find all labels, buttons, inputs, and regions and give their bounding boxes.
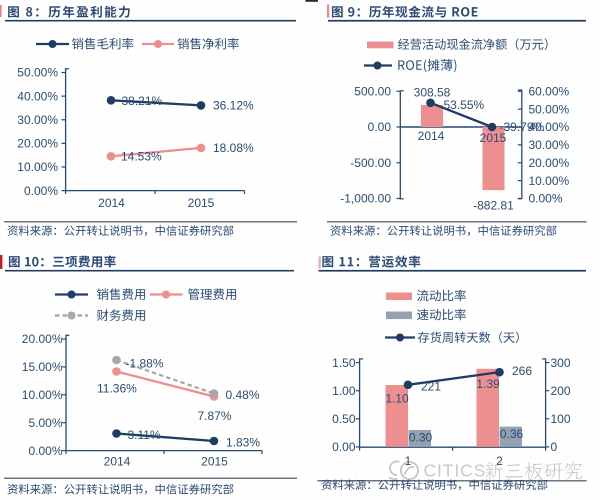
svg-text:10.00%: 10.00% xyxy=(17,160,58,174)
svg-text:200: 200 xyxy=(551,384,571,398)
svg-text:2014: 2014 xyxy=(98,196,125,210)
svg-text:0.00%: 0.00% xyxy=(28,444,62,458)
svg-text:1.39: 1.39 xyxy=(476,377,500,391)
svg-text:30.00%: 30.00% xyxy=(17,113,58,127)
svg-text:2015: 2015 xyxy=(188,196,215,210)
svg-text:60.00%: 60.00% xyxy=(529,84,570,98)
svg-text:50.00%: 50.00% xyxy=(17,66,58,80)
svg-text:7.87%: 7.87% xyxy=(198,409,232,423)
svg-text:0: 0 xyxy=(551,440,558,454)
svg-text:1.10: 1.10 xyxy=(385,392,409,406)
svg-text:500.00: 500.00 xyxy=(354,84,391,98)
svg-text:2014: 2014 xyxy=(104,454,131,468)
svg-text:0.50: 0.50 xyxy=(332,412,356,426)
svg-text:20.00%: 20.00% xyxy=(529,156,570,170)
svg-text:CITICS: CITICS xyxy=(424,461,487,481)
svg-text:2: 2 xyxy=(496,454,503,468)
svg-text:-500.00: -500.00 xyxy=(350,156,391,170)
svg-text:3.11%: 3.11% xyxy=(128,428,161,442)
svg-text:2015: 2015 xyxy=(201,454,228,468)
svg-text:308.58: 308.58 xyxy=(414,85,451,99)
svg-text:1.83%: 1.83% xyxy=(226,436,260,450)
svg-text:0.00: 0.00 xyxy=(332,440,356,454)
svg-text:1: 1 xyxy=(405,454,412,468)
svg-text:0.00: 0.00 xyxy=(368,120,392,134)
svg-text:1.00: 1.00 xyxy=(332,384,356,398)
svg-text:266: 266 xyxy=(512,364,532,378)
svg-text:18.08%: 18.08% xyxy=(213,141,254,155)
svg-text:0.00%: 0.00% xyxy=(24,184,58,198)
svg-text:53.55%: 53.55% xyxy=(444,98,485,112)
svg-text:0.30: 0.30 xyxy=(409,431,433,445)
svg-text:15.00%: 15.00% xyxy=(22,360,63,374)
svg-text:5.00%: 5.00% xyxy=(28,416,62,430)
svg-text:-1,000.00: -1,000.00 xyxy=(340,192,391,206)
svg-text:1.50: 1.50 xyxy=(332,356,356,370)
svg-text:40.00%: 40.00% xyxy=(529,120,570,134)
svg-text:0.48%: 0.48% xyxy=(226,388,260,402)
svg-text:2014: 2014 xyxy=(418,129,445,143)
svg-text:40.00%: 40.00% xyxy=(17,89,58,103)
svg-text:10.00%: 10.00% xyxy=(22,388,63,402)
svg-text:10.00%: 10.00% xyxy=(529,174,570,188)
svg-text:38.21%: 38.21% xyxy=(122,94,163,108)
svg-text:0.36: 0.36 xyxy=(500,427,524,441)
svg-text:50.00%: 50.00% xyxy=(529,102,570,116)
svg-text:20.00%: 20.00% xyxy=(17,137,58,151)
svg-text:14.53%: 14.53% xyxy=(121,150,162,164)
svg-text:2015: 2015 xyxy=(480,131,507,145)
svg-text:20.00%: 20.00% xyxy=(22,332,63,346)
svg-text:11.36%: 11.36% xyxy=(97,382,137,396)
svg-text:-39.79%: -39.79% xyxy=(500,120,545,134)
svg-text:100: 100 xyxy=(551,412,571,426)
svg-text:30.00%: 30.00% xyxy=(529,138,570,152)
svg-text:-882.81: -882.81 xyxy=(473,199,514,213)
svg-text:-1.88%: -1.88% xyxy=(126,357,164,371)
svg-text:36.12%: 36.12% xyxy=(213,99,254,113)
svg-text:0.00%: 0.00% xyxy=(529,192,563,206)
svg-text:221: 221 xyxy=(421,380,441,394)
svg-text:300: 300 xyxy=(551,356,571,370)
